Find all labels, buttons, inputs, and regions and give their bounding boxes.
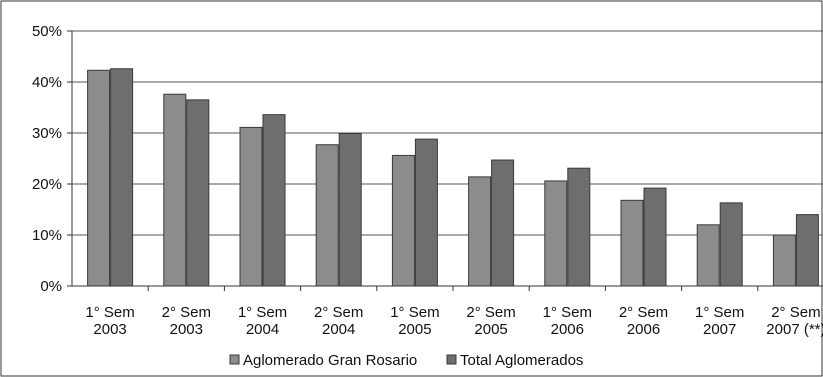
y-tick-label: 40%: [32, 74, 62, 91]
bar-gran-rosario: [696, 224, 720, 287]
bar-gran-rosario: [391, 154, 415, 287]
x-category-label-line: 2003: [170, 321, 203, 338]
y-tick-label: 50%: [32, 23, 62, 40]
y-tick-label: 10%: [32, 227, 62, 244]
x-category-label-line: 1° Sem: [85, 304, 134, 321]
x-category-label-line: 2005: [474, 321, 507, 338]
x-category-label-line: 2° Sem: [771, 304, 820, 321]
bars-group: [87, 68, 819, 287]
bar-total-aglomerados: [795, 214, 819, 287]
bar-total-aglomerados: [567, 167, 591, 287]
x-category-label: 2° Sem 2005: [466, 304, 515, 338]
legend: Aglomerado Gran Rosario Total Aglomerados: [229, 352, 583, 369]
x-category-label-line: 2007: [703, 321, 736, 338]
x-category-label: 2° Sem 2007 (**): [766, 304, 823, 338]
y-tick-labels: 0% 10% 20% 30% 40% 50%: [32, 23, 62, 295]
bar-total-aglomerados: [414, 138, 438, 287]
y-tick-label: 0%: [40, 278, 62, 295]
x-category-label-line: 1° Sem: [695, 304, 744, 321]
x-category-label-line: 2003: [93, 321, 126, 338]
legend-swatch: [446, 354, 457, 365]
x-category-label-line: 2004: [322, 321, 355, 338]
x-category-label-line: 2005: [398, 321, 431, 338]
x-category-label: 1° Sem 2003: [85, 304, 134, 338]
x-category-label-line: 1° Sem: [390, 304, 439, 321]
bar-total-aglomerados: [643, 187, 667, 287]
x-category-label-line: 2004: [246, 321, 279, 338]
x-category-label-line: 2006: [551, 321, 584, 338]
x-category-label-line: 1° Sem: [543, 304, 592, 321]
x-category-label: 2° Sem 2004: [314, 304, 363, 338]
bar-total-aglomerados: [110, 68, 134, 287]
x-category-label-line: 2° Sem: [162, 304, 211, 321]
bar-gran-rosario: [772, 234, 796, 287]
bar-gran-rosario: [468, 176, 492, 287]
x-category-label: 1° Sem 2007: [695, 304, 744, 338]
bar-gran-rosario: [87, 69, 111, 287]
x-category-label-line: 2° Sem: [466, 304, 515, 321]
legend-swatch: [229, 354, 240, 365]
bar-gran-rosario: [544, 180, 568, 287]
x-category-label: 2° Sem 2006: [619, 304, 668, 338]
bar-total-aglomerados: [491, 159, 515, 287]
bar-total-aglomerados: [262, 114, 286, 287]
x-category-label-line: 2006: [627, 321, 660, 338]
bar-total-aglomerados: [719, 202, 743, 287]
bar-gran-rosario: [163, 93, 187, 287]
axes-group: [67, 30, 823, 291]
x-category-label: 1° Sem 2004: [238, 304, 287, 338]
x-category-label: 1° Sem 2005: [390, 304, 439, 338]
x-category-label-line: 1° Sem: [238, 304, 287, 321]
bar-total-aglomerados: [186, 99, 210, 287]
y-tick-label: 20%: [32, 176, 62, 193]
legend-label: Total Aglomerados: [460, 352, 583, 369]
x-category-label-line: 2° Sem: [314, 304, 363, 321]
bar-gran-rosario: [620, 199, 644, 287]
x-category-label: 1° Sem 2006: [543, 304, 592, 338]
bar-total-aglomerados: [338, 133, 362, 287]
x-category-label-line: 2007 (**): [766, 321, 823, 338]
legend-label: Aglomerado Gran Rosario: [243, 352, 417, 369]
x-category-label-line: 2° Sem: [619, 304, 668, 321]
bar-gran-rosario: [239, 126, 263, 287]
bar-gran-rosario: [315, 144, 339, 287]
x-category-label: 2° Sem 2003: [162, 304, 211, 338]
y-tick-label: 30%: [32, 125, 62, 142]
